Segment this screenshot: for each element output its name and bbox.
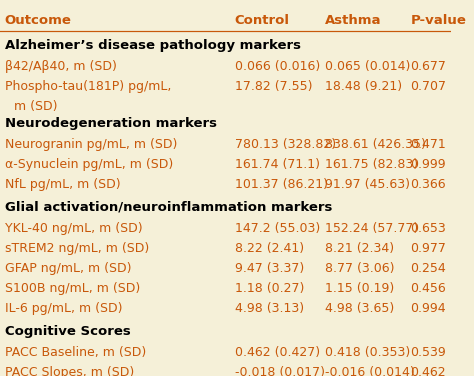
Text: 0.999: 0.999 <box>410 158 446 171</box>
Text: GFAP ng/mL, m (SD): GFAP ng/mL, m (SD) <box>5 262 131 275</box>
Text: 0.462: 0.462 <box>410 367 446 376</box>
Text: 0.653: 0.653 <box>410 222 447 235</box>
Text: Asthma: Asthma <box>325 14 382 27</box>
Text: α-Synuclein pg/mL, m (SD): α-Synuclein pg/mL, m (SD) <box>5 158 173 171</box>
Text: Alzheimer’s disease pathology markers: Alzheimer’s disease pathology markers <box>5 39 301 52</box>
Text: 8.22 (2.41): 8.22 (2.41) <box>235 243 304 255</box>
Text: 17.82 (7.55): 17.82 (7.55) <box>235 80 312 93</box>
Text: 0.065 (0.014): 0.065 (0.014) <box>325 60 410 73</box>
Text: Glial activation/neuroinflammation markers: Glial activation/neuroinflammation marke… <box>5 201 332 214</box>
Text: β42/Aβ40, m (SD): β42/Aβ40, m (SD) <box>5 60 117 73</box>
Text: Neurogranin pg/mL, m (SD): Neurogranin pg/mL, m (SD) <box>5 138 177 151</box>
Text: S100B ng/mL, m (SD): S100B ng/mL, m (SD) <box>5 282 140 296</box>
Text: 8.77 (3.06): 8.77 (3.06) <box>325 262 394 275</box>
Text: PACC Slopes, m (SD): PACC Slopes, m (SD) <box>5 367 134 376</box>
Text: 101.37 (86.21): 101.37 (86.21) <box>235 178 328 191</box>
Text: 0.418 (0.353): 0.418 (0.353) <box>325 347 410 359</box>
Text: 147.2 (55.03): 147.2 (55.03) <box>235 222 320 235</box>
Text: 0.539: 0.539 <box>410 347 447 359</box>
Text: 8.21 (2.34): 8.21 (2.34) <box>325 243 394 255</box>
Text: YKL-40 ng/mL, m (SD): YKL-40 ng/mL, m (SD) <box>5 222 142 235</box>
Text: PACC Baseline, m (SD): PACC Baseline, m (SD) <box>5 347 146 359</box>
Text: 780.13 (328.82): 780.13 (328.82) <box>235 138 336 151</box>
Text: 0.462 (0.427): 0.462 (0.427) <box>235 347 320 359</box>
Text: -0.016 (0.014): -0.016 (0.014) <box>325 367 415 376</box>
Text: IL-6 pg/mL, m (SD): IL-6 pg/mL, m (SD) <box>5 302 122 315</box>
Text: 18.48 (9.21): 18.48 (9.21) <box>325 80 402 93</box>
Text: 0.471: 0.471 <box>410 138 447 151</box>
Text: 0.456: 0.456 <box>410 282 447 296</box>
Text: Control: Control <box>235 14 290 27</box>
Text: sTREM2 ng/mL, m (SD): sTREM2 ng/mL, m (SD) <box>5 243 149 255</box>
Text: 91.97 (45.63): 91.97 (45.63) <box>325 178 410 191</box>
Text: 838.61 (426.35): 838.61 (426.35) <box>325 138 426 151</box>
Text: NfL pg/mL, m (SD): NfL pg/mL, m (SD) <box>5 178 120 191</box>
Text: 4.98 (3.65): 4.98 (3.65) <box>325 302 394 315</box>
Text: 0.066 (0.016): 0.066 (0.016) <box>235 60 320 73</box>
Text: 0.366: 0.366 <box>410 178 446 191</box>
Text: 9.47 (3.37): 9.47 (3.37) <box>235 262 304 275</box>
Text: 0.677: 0.677 <box>410 60 447 73</box>
Text: 0.707: 0.707 <box>410 80 447 93</box>
Text: 161.75 (82.83): 161.75 (82.83) <box>325 158 418 171</box>
Text: Outcome: Outcome <box>5 14 72 27</box>
Text: P-value: P-value <box>410 14 466 27</box>
Text: 1.15 (0.19): 1.15 (0.19) <box>325 282 394 296</box>
Text: 161.74 (71.1): 161.74 (71.1) <box>235 158 319 171</box>
Text: -0.018 (0.017): -0.018 (0.017) <box>235 367 325 376</box>
Text: 0.254: 0.254 <box>410 262 447 275</box>
Text: 152.24 (57.77): 152.24 (57.77) <box>325 222 418 235</box>
Text: m (SD): m (SD) <box>14 100 57 113</box>
Text: 4.98 (3.13): 4.98 (3.13) <box>235 302 304 315</box>
Text: 0.994: 0.994 <box>410 302 446 315</box>
Text: Cognitive Scores: Cognitive Scores <box>5 325 130 338</box>
Text: Neurodegeneration markers: Neurodegeneration markers <box>5 117 217 130</box>
Text: Phospho-tau(181P) pg/mL,: Phospho-tau(181P) pg/mL, <box>5 80 171 93</box>
Text: 1.18 (0.27): 1.18 (0.27) <box>235 282 304 296</box>
Text: 0.977: 0.977 <box>410 243 447 255</box>
